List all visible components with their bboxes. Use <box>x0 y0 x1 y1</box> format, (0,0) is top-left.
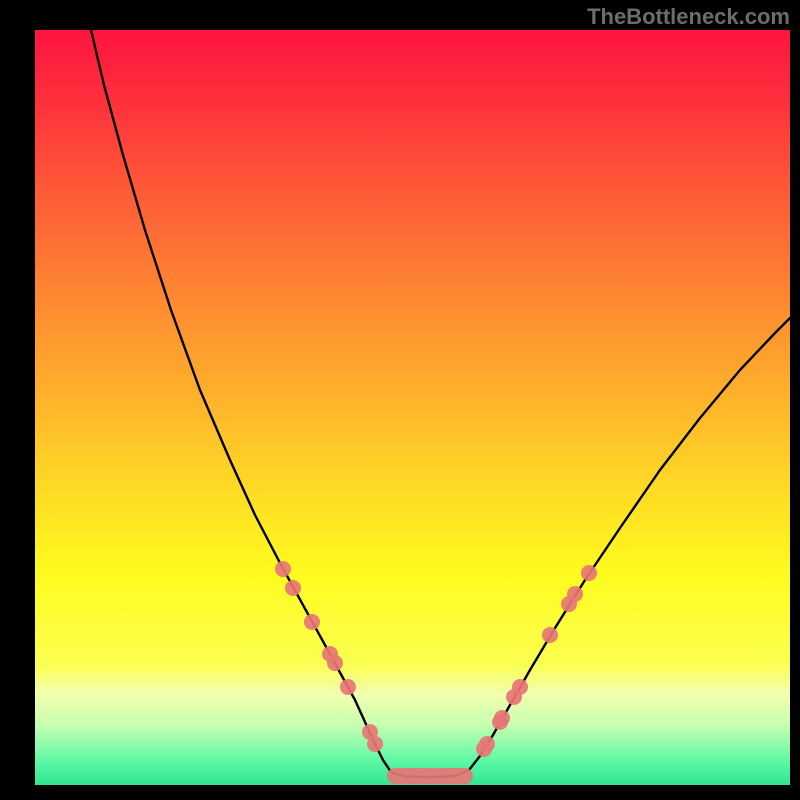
chart-overlay <box>0 0 800 800</box>
marker-dot-right-8 <box>567 586 583 602</box>
bottleneck-curve <box>91 30 790 777</box>
marker-dot-left-5 <box>340 679 356 695</box>
marker-dot-left-0 <box>275 561 291 577</box>
watermark-text: TheBottleneck.com <box>587 4 790 30</box>
marker-dot-left-7 <box>367 736 383 752</box>
marker-dot-left-2 <box>304 614 320 630</box>
marker-dot-right-1 <box>479 736 495 752</box>
marker-dot-right-9 <box>581 565 597 581</box>
marker-dot-right-3 <box>494 710 510 726</box>
marker-dot-left-4 <box>327 655 343 671</box>
chart-frame: TheBottleneck.com <box>0 0 800 800</box>
marker-dot-right-5 <box>512 679 528 695</box>
marker-dot-left-1 <box>285 580 301 596</box>
marker-dot-right-6 <box>542 627 558 643</box>
marker-bottom-bar <box>387 768 473 784</box>
